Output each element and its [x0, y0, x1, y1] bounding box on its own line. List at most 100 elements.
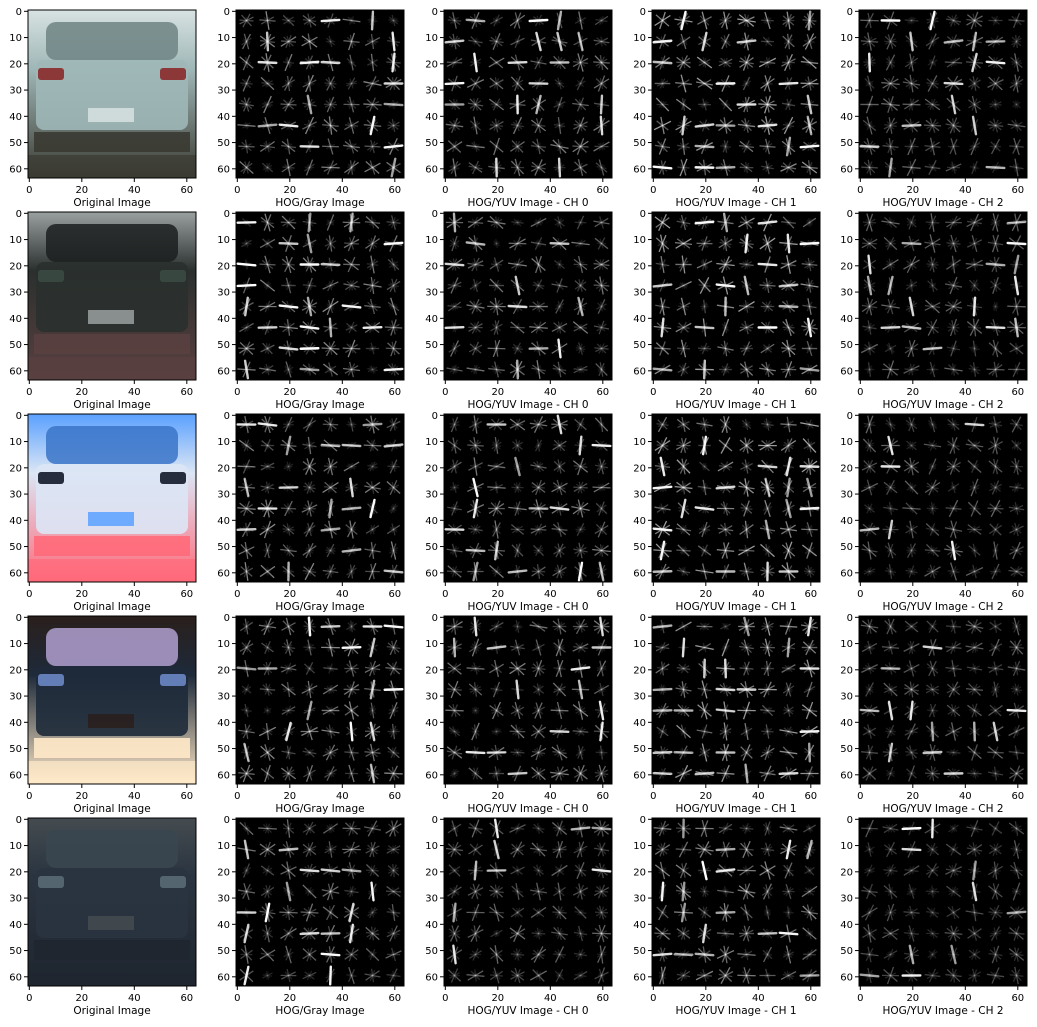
y-tick-label: 40 — [9, 718, 22, 729]
x-tick-label: 0 — [234, 589, 240, 600]
panel-car-4-col-4: 0 20 40 60 0 10 20 30 40 50 60 HOG/YUV Image - CH 2 — [840, 613, 1028, 815]
x-tick-label: 60 — [180, 185, 193, 196]
panel-label: HOG/YUV Image - CH 2 — [882, 1005, 1003, 1017]
y-tick-label: 30 — [217, 288, 230, 299]
y-tick-label: 40 — [840, 920, 853, 931]
y-tick-label: 50 — [840, 542, 853, 553]
panel-car-5-col-1: 0 20 40 60 0 10 20 30 40 50 60 HOG/Gray Image — [217, 815, 405, 1017]
y-tick-label: 30 — [840, 692, 853, 703]
x-tick-label: 20 — [75, 589, 88, 600]
y-tick-label: 30 — [633, 288, 646, 299]
y-tick-label: 50 — [840, 138, 853, 149]
y-tick-label: 30 — [217, 86, 230, 97]
y-tick-label: 0 — [640, 7, 646, 18]
y-tick-label: 60 — [217, 770, 230, 781]
y-tick-label: 0 — [640, 209, 646, 220]
x-tick-label: 60 — [804, 993, 817, 1004]
panel-car-5-col-4: 0 20 40 60 0 10 20 30 40 50 60 HOG/YUV Image - CH 2 — [840, 815, 1028, 1017]
y-tick-label: 20 — [425, 867, 438, 878]
y-tick-label: 60 — [217, 366, 230, 377]
panel-label: HOG/YUV Image - CH 0 — [467, 399, 588, 411]
y-tick-label: 40 — [9, 314, 22, 325]
y-tick-label: 50 — [425, 744, 438, 755]
y-tick-label: 60 — [425, 972, 438, 983]
x-tick-label: 60 — [388, 589, 401, 600]
y-tick-label: 30 — [840, 288, 853, 299]
y-tick-label: 60 — [840, 770, 853, 781]
x-tick-label: 20 — [699, 589, 712, 600]
y-tick-label: 0 — [16, 613, 22, 624]
x-tick-label: 60 — [804, 185, 817, 196]
y-tick-label: 10 — [9, 235, 22, 246]
y-tick-label: 0 — [224, 613, 230, 624]
y-tick-label: 10 — [217, 437, 230, 448]
panel-label: Original Image — [73, 399, 150, 411]
x-tick-label: 0 — [857, 387, 863, 398]
y-tick-label: 30 — [425, 490, 438, 501]
x-tick-label: 20 — [491, 993, 504, 1004]
y-tick-label: 50 — [9, 340, 22, 351]
x-tick-label: 40 — [959, 993, 972, 1004]
y-tick-label: 40 — [840, 718, 853, 729]
y-tick-label: 10 — [840, 437, 853, 448]
y-tick-label: 60 — [425, 770, 438, 781]
panel-label: Original Image — [73, 1005, 150, 1017]
x-tick-label: 40 — [336, 791, 349, 802]
y-tick-label: 10 — [217, 639, 230, 650]
y-tick-label: 20 — [840, 261, 853, 272]
panel-car-5-col-2: 0 20 40 60 0 10 20 30 40 50 60 HOG/YUV Image - CH 0 — [425, 815, 613, 1017]
y-tick-label: 50 — [425, 542, 438, 553]
panel-label: HOG/Gray Image — [275, 399, 364, 411]
y-tick-label: 40 — [633, 920, 646, 931]
y-tick-label: 0 — [640, 613, 646, 624]
panel-label: HOG/Gray Image — [275, 601, 364, 613]
x-tick-label: 20 — [491, 589, 504, 600]
y-tick-label: 30 — [217, 692, 230, 703]
x-tick-label: 40 — [336, 589, 349, 600]
y-tick-label: 0 — [224, 209, 230, 220]
y-tick-label: 20 — [840, 867, 853, 878]
x-tick-label: 0 — [234, 993, 240, 1004]
x-tick-label: 60 — [596, 185, 609, 196]
x-tick-label: 0 — [442, 589, 448, 600]
x-tick-label: 40 — [959, 589, 972, 600]
x-tick-label: 40 — [128, 791, 141, 802]
y-tick-label: 30 — [217, 894, 230, 905]
y-tick-label: 50 — [425, 946, 438, 957]
y-tick-label: 30 — [217, 490, 230, 501]
y-tick-label: 30 — [425, 692, 438, 703]
panel-car-3-col-1: 0 20 40 60 0 10 20 30 40 50 60 HOG/Gray Image — [217, 411, 405, 613]
x-tick-label: 60 — [388, 185, 401, 196]
x-tick-label: 0 — [234, 387, 240, 398]
y-tick-label: 20 — [633, 867, 646, 878]
y-tick-label: 30 — [9, 894, 22, 905]
y-tick-label: 0 — [224, 7, 230, 18]
y-tick-label: 50 — [217, 744, 230, 755]
y-tick-label: 50 — [840, 340, 853, 351]
x-tick-label: 0 — [442, 185, 448, 196]
panel-car-3-col-0: 0 20 40 60 0 10 20 30 40 50 60 Original Image — [9, 411, 197, 613]
panel-car-4-col-3: 0 20 40 60 0 10 20 30 40 50 60 HOG/YUV Image - CH 1 — [633, 613, 821, 815]
y-tick-label: 50 — [633, 542, 646, 553]
x-tick-label: 0 — [857, 791, 863, 802]
y-tick-label: 20 — [9, 463, 22, 474]
y-tick-label: 10 — [840, 235, 853, 246]
x-tick-label: 0 — [650, 993, 656, 1004]
y-tick-label: 40 — [217, 314, 230, 325]
y-tick-label: 40 — [217, 516, 230, 527]
x-tick-label: 0 — [442, 993, 448, 1004]
x-tick-label: 60 — [1011, 993, 1024, 1004]
y-tick-label: 20 — [633, 261, 646, 272]
x-tick-label: 60 — [388, 993, 401, 1004]
y-tick-label: 20 — [9, 867, 22, 878]
x-tick-label: 0 — [442, 387, 448, 398]
x-tick-label: 20 — [283, 589, 296, 600]
y-tick-label: 10 — [840, 639, 853, 650]
x-tick-label: 60 — [1011, 185, 1024, 196]
y-tick-label: 10 — [840, 841, 853, 852]
x-tick-label: 0 — [650, 791, 656, 802]
x-tick-label: 60 — [180, 993, 193, 1004]
y-tick-label: 0 — [847, 7, 853, 18]
y-tick-label: 10 — [425, 639, 438, 650]
